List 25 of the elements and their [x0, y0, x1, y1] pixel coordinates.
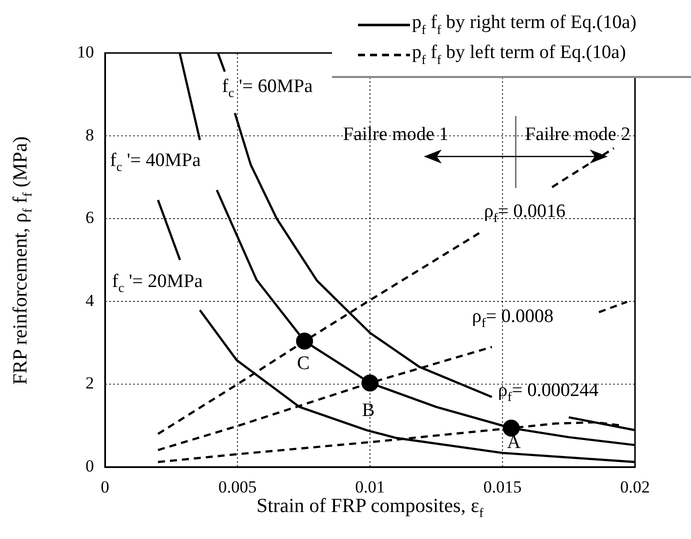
- annotation: B: [362, 400, 375, 420]
- y-tick-label: 2: [86, 374, 94, 393]
- annotation: f$_{c}$ '= 20MPa: [112, 271, 203, 295]
- annotation: ρ$_{f}$= 0.0016: [484, 201, 566, 225]
- y-tick-label: 10: [77, 42, 94, 62]
- annotation: ρ$_{f}$= 0.0008: [472, 306, 554, 330]
- x-tick-label: 0.015: [483, 478, 522, 497]
- x-axis-title: Strain of FRP composites, ε$_{f}$: [256, 495, 484, 520]
- annotation: f$_{c}$ '= 40MPa: [110, 150, 201, 174]
- y-tick-label: 0: [86, 456, 94, 476]
- legend-label: p$_{f}$ f$_{f}$ by right term of Eq.(10a): [412, 12, 636, 38]
- y-tick-label: 6: [86, 208, 94, 228]
- x-tick-label: 0.01: [355, 478, 385, 497]
- annotation: C: [297, 352, 310, 374]
- x-tick-label: 0.005: [218, 478, 257, 497]
- annotation: A: [507, 432, 521, 452]
- y-tick-label: 4: [86, 290, 94, 310]
- annotation: Failre mode 2: [525, 124, 631, 144]
- y-tick-label: 8: [86, 125, 94, 144]
- x-tick-label: 0: [100, 478, 110, 497]
- x-tick-label: 0.02: [620, 478, 650, 497]
- annotation: ρ$_{f}$= 0.000244: [498, 380, 599, 404]
- annotation: f$_{c}$ '= 60MPa: [222, 76, 313, 100]
- annotation: Failre mode 1: [343, 124, 449, 144]
- legend-label: p$_{f}$ f$_{f}$ by left term of Eq.(10a): [412, 42, 626, 68]
